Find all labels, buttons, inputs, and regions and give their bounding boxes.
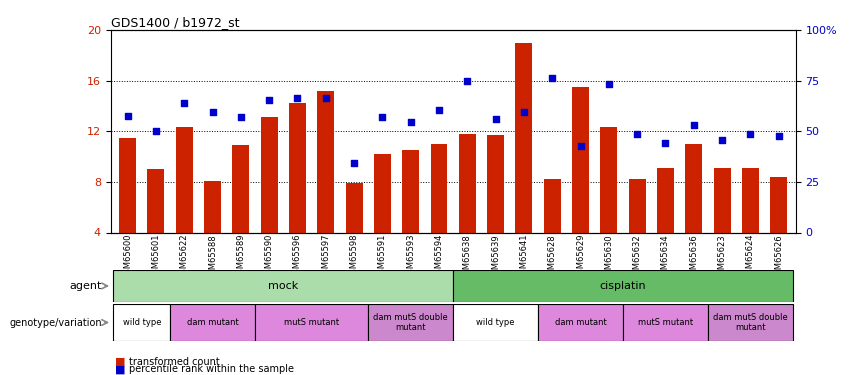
Point [574, 144, 587, 150]
Bar [204, 181, 221, 232]
Point [659, 140, 672, 146]
Text: GDS1400 / b1972_st: GDS1400 / b1972_st [111, 16, 239, 29]
Point [517, 109, 531, 115]
Point [687, 122, 700, 128]
Point [319, 95, 333, 101]
Text: cisplatin: cisplatin [600, 281, 646, 291]
Text: agent: agent [70, 281, 102, 291]
Text: transformed count: transformed count [129, 357, 220, 367]
Bar [289, 104, 306, 232]
Point [121, 113, 134, 119]
Point [631, 131, 644, 137]
Point [716, 137, 729, 143]
Bar [623, 304, 708, 341]
Bar [113, 304, 170, 341]
Bar [487, 135, 504, 232]
Text: mutS mutant: mutS mutant [638, 318, 693, 327]
Bar [516, 43, 533, 232]
Point [177, 100, 191, 106]
Point [347, 160, 361, 166]
Bar [176, 128, 192, 232]
Point [262, 97, 276, 103]
Text: dam mutS double
mutant: dam mutS double mutant [713, 313, 788, 332]
Point [432, 107, 446, 113]
Bar [742, 168, 759, 232]
Bar [113, 270, 453, 302]
Bar [453, 270, 793, 302]
Bar [770, 177, 787, 232]
Point [149, 128, 163, 134]
Point [545, 75, 559, 81]
Text: dam mutant: dam mutant [555, 318, 607, 327]
Bar [317, 91, 334, 232]
Bar [714, 168, 730, 232]
Bar [147, 169, 164, 232]
Bar [459, 134, 476, 232]
Bar [119, 138, 136, 232]
Point [291, 95, 305, 101]
Bar [708, 304, 793, 341]
Point [488, 116, 502, 122]
Text: wild type: wild type [123, 318, 161, 327]
Bar [431, 144, 448, 232]
Bar [657, 168, 674, 232]
Point [460, 78, 474, 84]
Bar [346, 183, 363, 232]
Bar [544, 179, 561, 232]
Point [234, 114, 248, 120]
Text: percentile rank within the sample: percentile rank within the sample [129, 364, 294, 374]
Bar [538, 304, 623, 341]
Text: dam mutS double
mutant: dam mutS double mutant [374, 313, 448, 332]
Bar [572, 87, 589, 232]
Point [602, 81, 615, 87]
Bar [255, 304, 368, 341]
Text: dam mutant: dam mutant [186, 318, 238, 327]
Bar [685, 144, 702, 232]
Bar [600, 128, 617, 232]
Text: mutS mutant: mutS mutant [284, 318, 340, 327]
Text: wild type: wild type [477, 318, 515, 327]
Text: mock: mock [268, 281, 299, 291]
Text: genotype/variation: genotype/variation [9, 318, 102, 327]
Text: ■: ■ [115, 357, 125, 367]
Bar [260, 117, 277, 232]
Point [375, 114, 389, 120]
Bar [368, 304, 453, 341]
Point [206, 109, 220, 115]
Bar [374, 154, 391, 232]
Text: ■: ■ [115, 364, 125, 374]
Point [744, 131, 757, 137]
Point [772, 134, 785, 140]
Bar [232, 145, 249, 232]
Bar [170, 304, 255, 341]
Bar [629, 179, 646, 232]
Point [404, 119, 418, 125]
Bar [453, 304, 538, 341]
Bar [403, 150, 420, 232]
